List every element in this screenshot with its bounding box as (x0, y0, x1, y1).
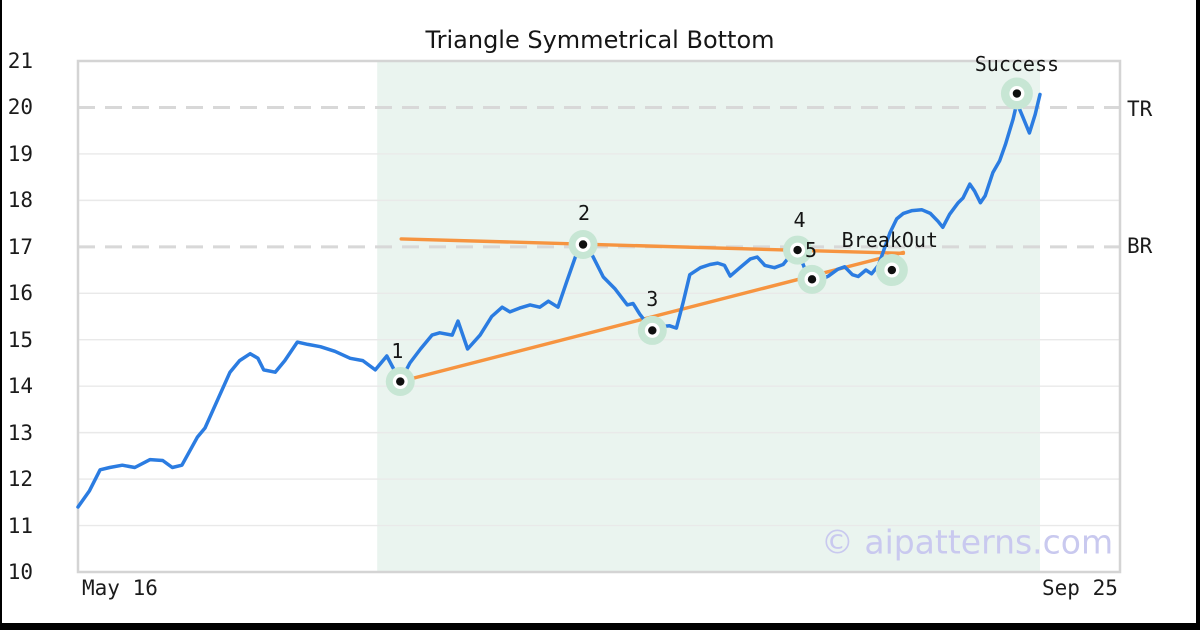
y-tick-12: 12 (7, 467, 33, 492)
x-tick-start: May 16 (82, 576, 158, 600)
plot-border (76, 59, 1122, 574)
screen-border-bottom (0, 623, 1200, 630)
point-1-label: 1 (391, 338, 404, 363)
tr-level-label: TR (1127, 97, 1153, 121)
y-tick-16: 16 (7, 281, 33, 306)
breakout-dot (887, 265, 897, 275)
point-4-label: 4 (793, 208, 806, 233)
br-level-label: BR (1127, 234, 1153, 258)
y-tick-14: 14 (7, 374, 33, 399)
screen-border-left (0, 0, 2, 630)
y-tick-11: 11 (7, 513, 33, 538)
point-2-label: 2 (578, 201, 591, 226)
y-tick-20: 20 (7, 95, 33, 120)
success-dot (1012, 89, 1022, 98)
y-tick-15: 15 (7, 327, 33, 352)
breakout-label: BreakOut (841, 228, 939, 253)
y-tick-10: 10 (7, 560, 33, 584)
screen-border-right (1196, 0, 1200, 630)
resistance-trendline (399, 237, 906, 256)
point-5-label: 5 (804, 238, 818, 263)
point-1-dot (396, 377, 405, 386)
point-5-dot (807, 275, 817, 284)
chart-title: Triangle Symmetrical Bottom (425, 26, 775, 54)
y-tick-19: 19 (7, 141, 33, 166)
y-tick-18: 18 (7, 188, 33, 213)
point-4-dot (793, 245, 802, 255)
x-tick-end: Sep 25 (1042, 576, 1118, 600)
y-axis: 21 20 19 18 17 16 15 14 13 12 11 10 (0, 0, 33, 630)
y-tick-13: 13 (7, 420, 33, 445)
success-label: Success (974, 51, 1060, 76)
point-2-dot (578, 240, 588, 249)
watermark: © aipatterns.com (820, 522, 1114, 562)
point-3-dot (648, 326, 657, 335)
pattern-region (377, 61, 1040, 572)
y-tick-21: 21 (7, 49, 33, 73)
y-tick-17: 17 (7, 234, 33, 259)
point-3-label: 3 (646, 287, 659, 312)
